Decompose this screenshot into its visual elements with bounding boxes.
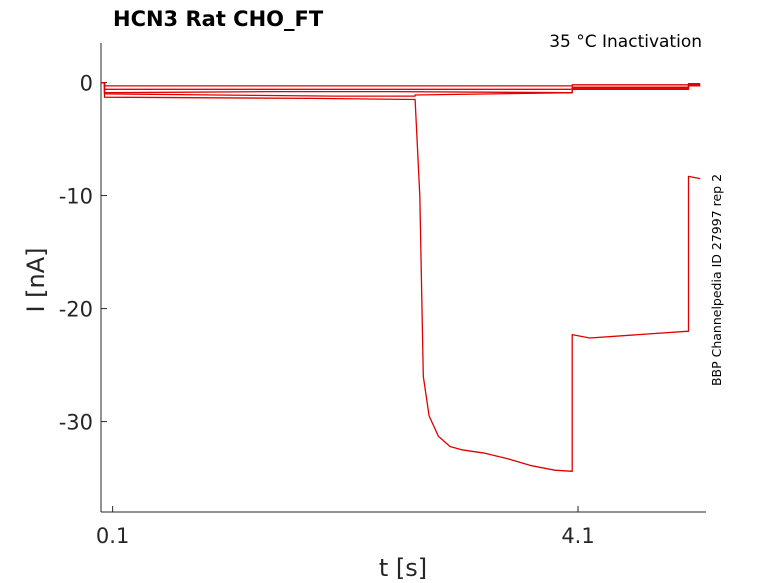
y-tick-label: -30 bbox=[59, 411, 93, 435]
ticks: 0.1 4.1 0 -10 -20 -30 bbox=[59, 72, 595, 548]
source-label: BBP Channelpedia ID 27997 rep 2 bbox=[709, 174, 724, 386]
plot-area bbox=[101, 81, 701, 472]
y-tick-label: -20 bbox=[59, 298, 93, 322]
x-axis-label: t [s] bbox=[379, 554, 427, 582]
trace-line-3 bbox=[101, 81, 701, 94]
y-axis-label: I [nA] bbox=[22, 247, 50, 312]
condition-annotation: 35 °C Inactivation bbox=[549, 32, 702, 52]
trace-line-5 bbox=[101, 81, 701, 472]
axes bbox=[100, 43, 706, 513]
x-tick-label: 4.1 bbox=[561, 524, 594, 548]
chart-title: HCN3 Rat CHO_FT bbox=[113, 7, 324, 31]
trace-line-1 bbox=[101, 81, 701, 87]
x-tick-label: 0.1 bbox=[96, 524, 129, 548]
y-tick-label: 0 bbox=[80, 72, 93, 96]
y-tick-label: -10 bbox=[59, 185, 93, 209]
